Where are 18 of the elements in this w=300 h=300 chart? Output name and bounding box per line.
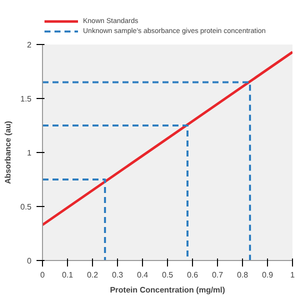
x-tick-label: 0.8 bbox=[236, 270, 249, 280]
x-tick-label: 0.4 bbox=[136, 270, 149, 280]
x-tick-label: 1 bbox=[290, 270, 296, 280]
y-tick-label: 1.5 bbox=[20, 94, 32, 104]
x-tick-label: 0 bbox=[40, 270, 46, 280]
x-axis-title: Protein Concentration (mg/ml) bbox=[110, 286, 226, 294]
y-tick-label: 0.5 bbox=[20, 202, 32, 212]
x-tick-label: 0.7 bbox=[212, 270, 224, 280]
x-tick-label: 0.9 bbox=[262, 270, 274, 280]
y-axis-title: Absorbance (au) bbox=[3, 120, 12, 184]
y-tick-label: 2 bbox=[27, 40, 32, 50]
x-tick-label: 0.1 bbox=[62, 270, 74, 280]
y-tick-label: 1 bbox=[27, 148, 32, 158]
x-tick-label: 0.5 bbox=[162, 270, 174, 280]
x-tick-label: 0.3 bbox=[112, 270, 124, 280]
y-tick-label: 0 bbox=[27, 256, 32, 266]
x-tick-label: 0.6 bbox=[186, 270, 199, 280]
x-tick-label: 0.2 bbox=[86, 270, 99, 280]
